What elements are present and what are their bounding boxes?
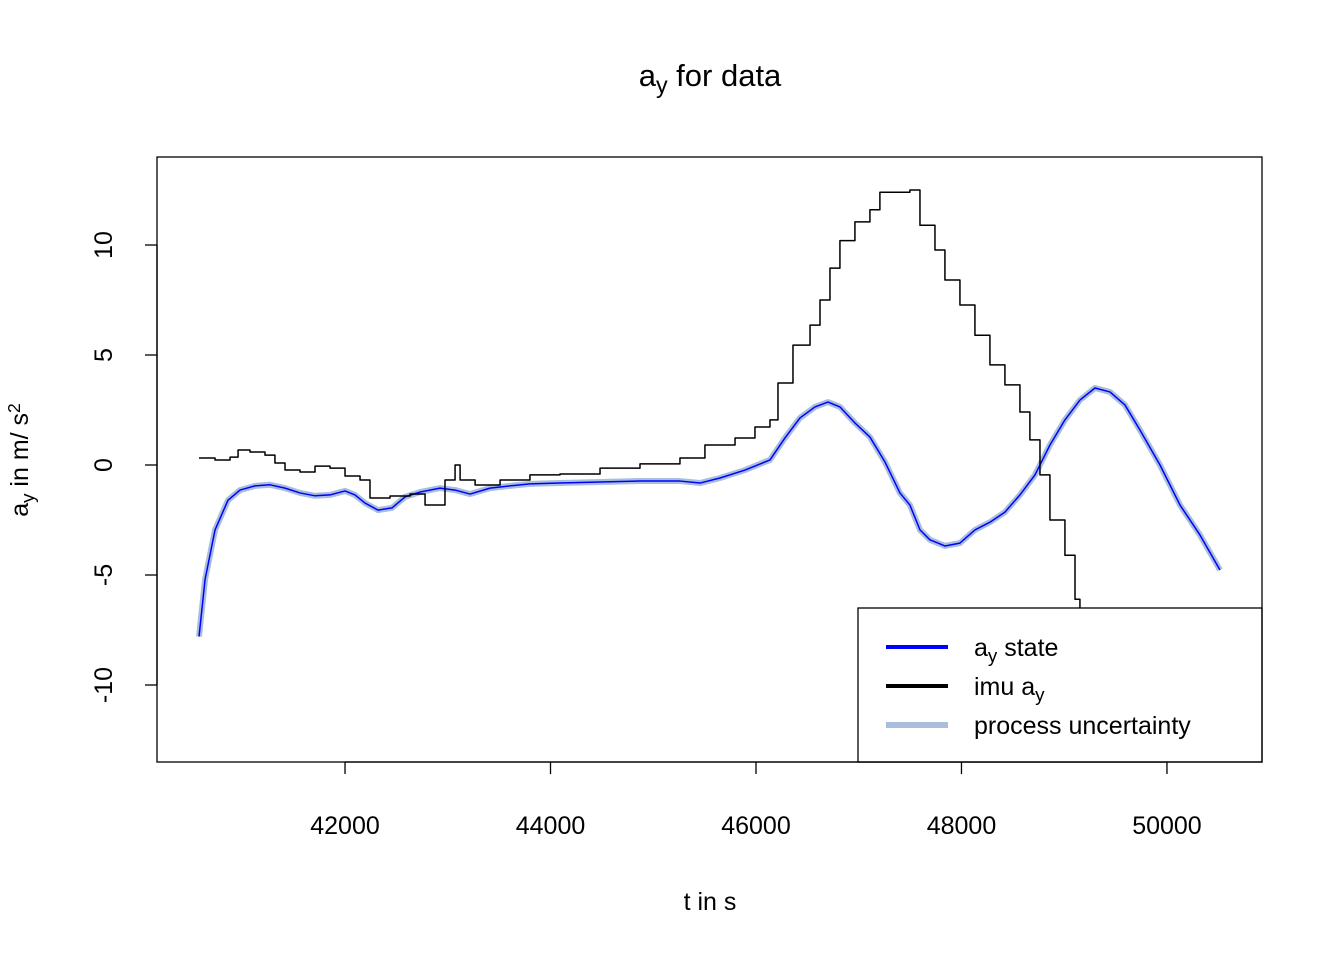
x-tick-label: 42000 (310, 812, 380, 840)
text-part: a (639, 58, 657, 93)
chart-title: ay for data (639, 58, 782, 98)
x-tick-label: 50000 (1132, 812, 1202, 840)
x-axis-label: t in s (684, 888, 737, 916)
y-tick-label: 0 (90, 458, 118, 472)
series-line (196, 385, 1223, 637)
x-tick-label: 48000 (927, 812, 997, 840)
text-part: y (17, 493, 38, 503)
legend-label: process uncertainty (974, 712, 1191, 740)
text-part: in m/ s (6, 413, 34, 494)
text-part: a (974, 634, 988, 662)
x-tick-label: 46000 (721, 812, 791, 840)
text-part: process uncertainty (974, 712, 1191, 740)
series-line (199, 189, 1086, 641)
y-tick-label: -10 (90, 667, 118, 703)
y-axis-label: ay in m/ s2 (4, 403, 38, 517)
series-line (198, 387, 1221, 637)
text-part: y (1035, 684, 1045, 705)
text-part: state (997, 634, 1058, 662)
text-part: t in s (684, 888, 737, 916)
x-tick-label: 44000 (516, 812, 586, 840)
text-part: 2 (4, 403, 24, 413)
text-part: y (988, 645, 998, 666)
y-tick-label: 5 (90, 348, 118, 362)
y-tick-label: -5 (90, 564, 118, 586)
legend-label: imu ay (974, 673, 1045, 705)
legend-label: ay state (974, 634, 1058, 666)
y-tick-label: 10 (90, 231, 118, 259)
plot-frame (156, 156, 1263, 763)
text-part: imu a (974, 673, 1035, 701)
text-part: y (656, 72, 668, 98)
text-part: a (6, 503, 34, 517)
text-part: for data (668, 58, 782, 93)
